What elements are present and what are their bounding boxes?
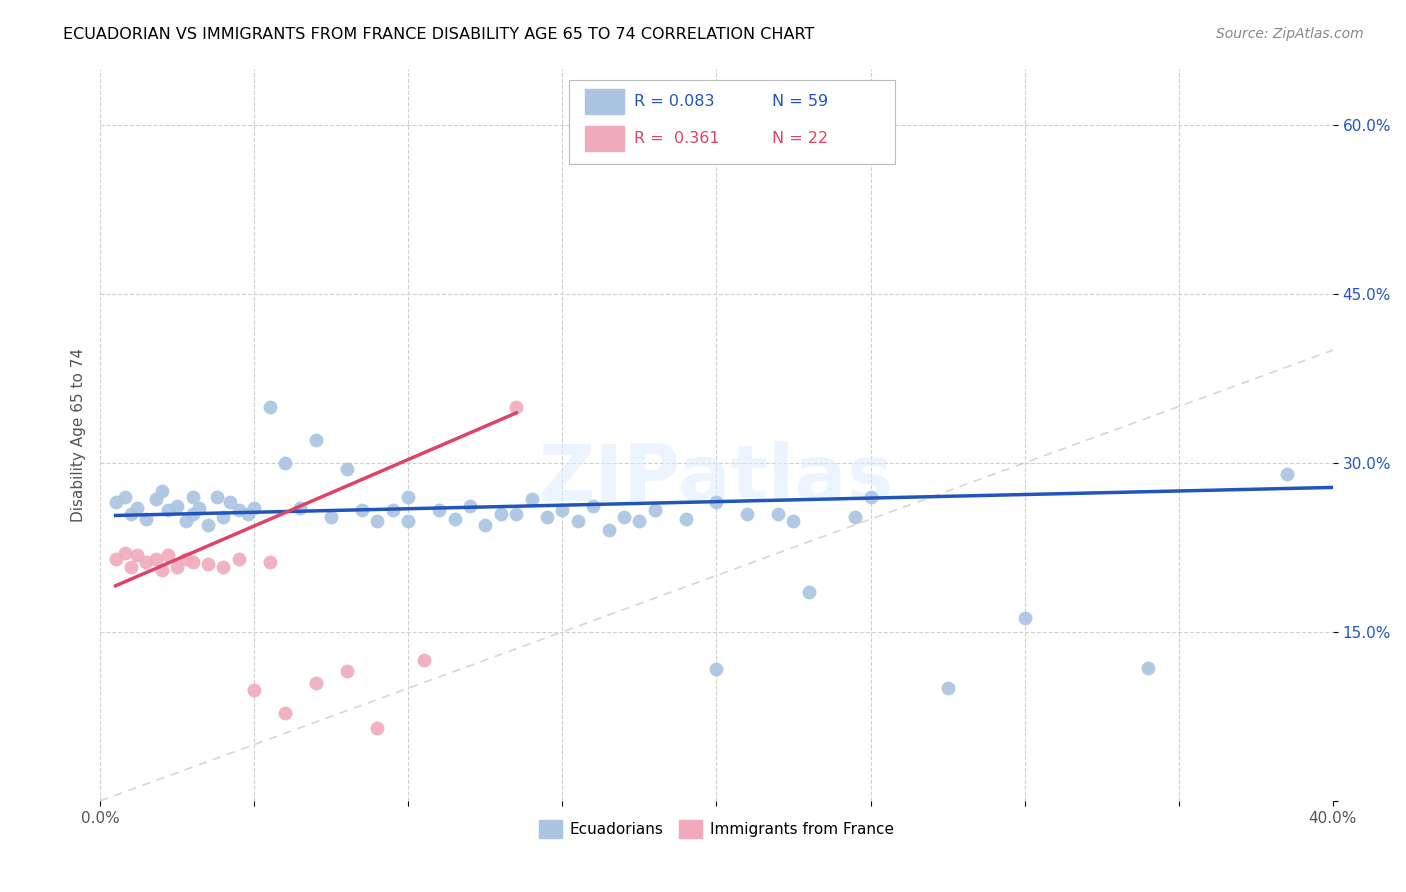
- Point: [259, 555, 281, 569]
- Point: [207, 490, 229, 504]
- Point: [218, 495, 240, 509]
- Point: [166, 499, 188, 513]
- Point: [474, 517, 496, 532]
- Text: ZIPatlas: ZIPatlas: [538, 441, 894, 516]
- Point: [520, 491, 543, 506]
- Point: [551, 503, 574, 517]
- Point: [305, 675, 328, 690]
- Point: [274, 456, 297, 470]
- Point: [1136, 661, 1159, 675]
- Point: [305, 434, 328, 448]
- Point: [489, 507, 512, 521]
- Point: [505, 400, 527, 414]
- Point: [135, 555, 157, 569]
- Point: [644, 503, 666, 517]
- Point: [156, 548, 179, 562]
- Point: [150, 483, 173, 498]
- Point: [366, 721, 388, 735]
- Point: [259, 400, 281, 414]
- Point: [766, 507, 789, 521]
- Point: [336, 665, 359, 679]
- Point: [505, 507, 527, 521]
- Point: [150, 563, 173, 577]
- Point: [274, 706, 297, 720]
- Point: [176, 551, 198, 566]
- Point: [582, 499, 605, 513]
- Point: [536, 510, 558, 524]
- Text: R = 0.083: R = 0.083: [634, 94, 714, 109]
- Point: [243, 683, 266, 698]
- Point: [352, 503, 374, 517]
- Point: [396, 490, 419, 504]
- Point: [181, 507, 204, 521]
- Point: [427, 503, 450, 517]
- Legend: Ecuadorians, Immigrants from France: Ecuadorians, Immigrants from France: [533, 814, 900, 845]
- Point: [936, 681, 959, 696]
- Point: [859, 490, 882, 504]
- Point: [675, 512, 697, 526]
- Point: [197, 517, 219, 532]
- FancyBboxPatch shape: [585, 126, 624, 151]
- Point: [628, 515, 651, 529]
- Point: [844, 510, 866, 524]
- Text: N = 59: N = 59: [772, 94, 828, 109]
- Point: [321, 510, 343, 524]
- Y-axis label: Disability Age 65 to 74: Disability Age 65 to 74: [72, 348, 86, 522]
- Point: [166, 559, 188, 574]
- Point: [176, 515, 198, 529]
- Point: [735, 507, 758, 521]
- Point: [228, 503, 250, 517]
- Point: [1275, 467, 1298, 482]
- Point: [412, 653, 434, 667]
- Point: [181, 490, 204, 504]
- Point: [135, 512, 157, 526]
- Point: [120, 559, 142, 574]
- Point: [396, 515, 419, 529]
- Point: [567, 515, 589, 529]
- Point: [706, 495, 728, 509]
- Point: [114, 546, 136, 560]
- Point: [706, 662, 728, 676]
- Point: [243, 500, 266, 515]
- Point: [458, 499, 481, 513]
- Point: [156, 503, 179, 517]
- Point: [181, 555, 204, 569]
- Text: Source: ZipAtlas.com: Source: ZipAtlas.com: [1216, 27, 1364, 41]
- Point: [228, 551, 250, 566]
- Text: R =  0.361: R = 0.361: [634, 130, 720, 145]
- Point: [782, 515, 804, 529]
- Point: [598, 524, 620, 538]
- Point: [613, 510, 636, 524]
- Point: [145, 491, 167, 506]
- Point: [336, 461, 359, 475]
- Point: [120, 507, 142, 521]
- FancyBboxPatch shape: [568, 79, 896, 164]
- Point: [443, 512, 465, 526]
- Point: [145, 551, 167, 566]
- Point: [197, 558, 219, 572]
- Text: N = 22: N = 22: [772, 130, 828, 145]
- Point: [114, 490, 136, 504]
- Point: [104, 551, 127, 566]
- Point: [127, 548, 149, 562]
- Point: [290, 500, 312, 515]
- Point: [381, 503, 404, 517]
- Point: [187, 500, 209, 515]
- Point: [127, 500, 149, 515]
- Point: [236, 507, 259, 521]
- Point: [366, 515, 388, 529]
- Point: [104, 495, 127, 509]
- Point: [212, 559, 235, 574]
- Point: [1014, 611, 1036, 625]
- Point: [797, 585, 820, 599]
- FancyBboxPatch shape: [585, 89, 624, 114]
- Point: [212, 510, 235, 524]
- Text: ECUADORIAN VS IMMIGRANTS FROM FRANCE DISABILITY AGE 65 TO 74 CORRELATION CHART: ECUADORIAN VS IMMIGRANTS FROM FRANCE DIS…: [63, 27, 814, 42]
